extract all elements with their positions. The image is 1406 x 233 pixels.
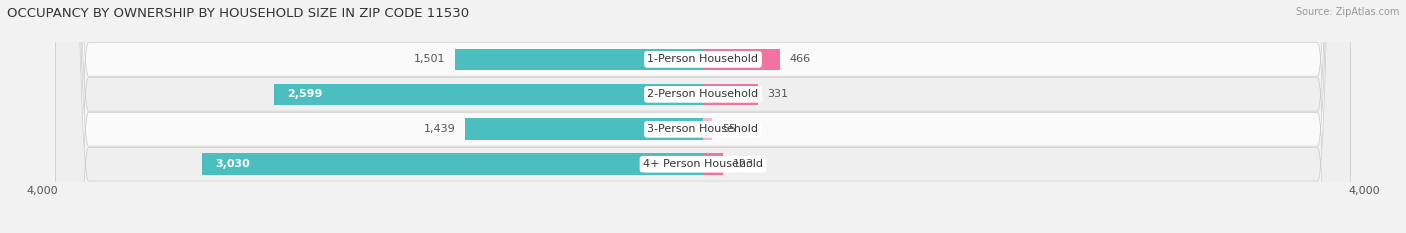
FancyBboxPatch shape [55, 0, 1351, 233]
FancyBboxPatch shape [55, 0, 1351, 233]
Bar [456, 49, 703, 70]
Bar [703, 153, 723, 175]
Text: 2-Person Household: 2-Person Household [647, 89, 759, 99]
FancyBboxPatch shape [55, 0, 1351, 233]
Text: 1,501: 1,501 [413, 55, 446, 64]
Bar [703, 83, 758, 105]
Bar [703, 118, 711, 140]
FancyBboxPatch shape [55, 0, 1351, 233]
Text: 1-Person Household: 1-Person Household [648, 55, 758, 64]
Text: 466: 466 [790, 55, 811, 64]
Bar [465, 118, 703, 140]
Bar [703, 49, 780, 70]
Bar [202, 153, 703, 175]
Text: OCCUPANCY BY OWNERSHIP BY HOUSEHOLD SIZE IN ZIP CODE 11530: OCCUPANCY BY OWNERSHIP BY HOUSEHOLD SIZE… [7, 7, 470, 20]
Text: 123: 123 [734, 159, 755, 169]
Text: 1,439: 1,439 [423, 124, 456, 134]
Text: Source: ZipAtlas.com: Source: ZipAtlas.com [1295, 7, 1399, 17]
Bar [274, 83, 703, 105]
Text: 55: 55 [723, 124, 735, 134]
Text: 3,030: 3,030 [215, 159, 250, 169]
Text: 4+ Person Household: 4+ Person Household [643, 159, 763, 169]
Text: 331: 331 [768, 89, 789, 99]
Text: 3-Person Household: 3-Person Household [648, 124, 758, 134]
Text: 2,599: 2,599 [287, 89, 322, 99]
